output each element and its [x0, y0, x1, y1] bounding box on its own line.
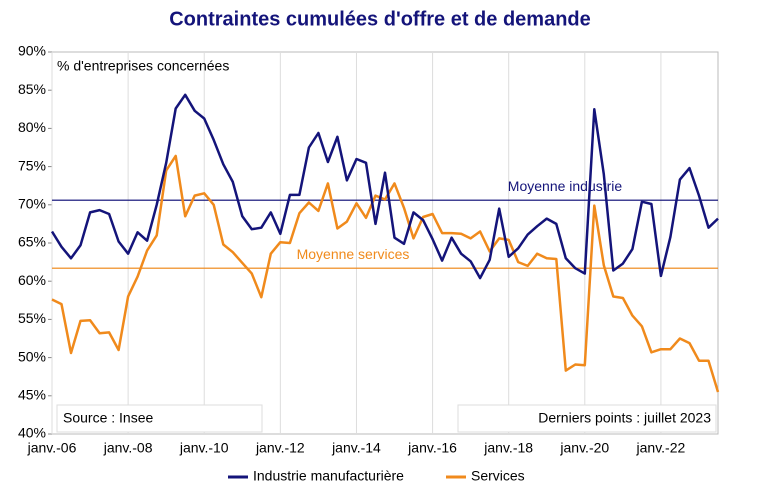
x-tick-label: janv.-22 — [636, 440, 686, 456]
x-tick-label: janv.-12 — [255, 440, 305, 456]
y-tick-label: 80% — [18, 119, 46, 135]
x-tick-label: janv.-20 — [559, 440, 609, 456]
y-axis-label: % d'entreprises concernées — [57, 58, 229, 74]
y-tick-label: 75% — [18, 157, 46, 173]
source-box — [56, 404, 263, 433]
note-box — [457, 404, 717, 433]
source: Source : Insee — [63, 410, 153, 426]
x-tick-label: janv.-14 — [331, 440, 381, 456]
legend-label: Services — [471, 468, 525, 484]
y-tick-label: 65% — [18, 234, 46, 250]
y-tick-label: 85% — [18, 81, 46, 97]
y-tick-label: 90% — [18, 43, 46, 59]
x-tick-label: janv.-18 — [483, 440, 533, 456]
legend-label: Industrie manufacturière — [253, 468, 404, 484]
x-tick-label: janv.-10 — [179, 440, 229, 456]
y-tick-label: 55% — [18, 310, 46, 326]
y-tick-label: 60% — [18, 272, 46, 288]
series-line — [51, 154, 720, 393]
reference-label: Moyenne industrie — [508, 178, 623, 194]
y-tick-label: 40% — [18, 425, 46, 441]
reference-label: Moyenne services — [297, 246, 410, 262]
y-tick-label: 45% — [18, 387, 46, 403]
x-tick-label: janv.-06 — [27, 440, 77, 456]
y-tick-label: 70% — [18, 196, 46, 212]
note: Derniers points : juillet 2023 — [538, 410, 711, 426]
chart-title: Contraintes cumulées d'offre et de deman… — [169, 8, 591, 30]
y-tick-label: 50% — [18, 348, 46, 364]
x-tick-label: janv.-16 — [407, 440, 457, 456]
x-tick-label: janv.-08 — [103, 440, 153, 456]
series-line — [50, 93, 719, 280]
plot-area — [51, 51, 719, 435]
